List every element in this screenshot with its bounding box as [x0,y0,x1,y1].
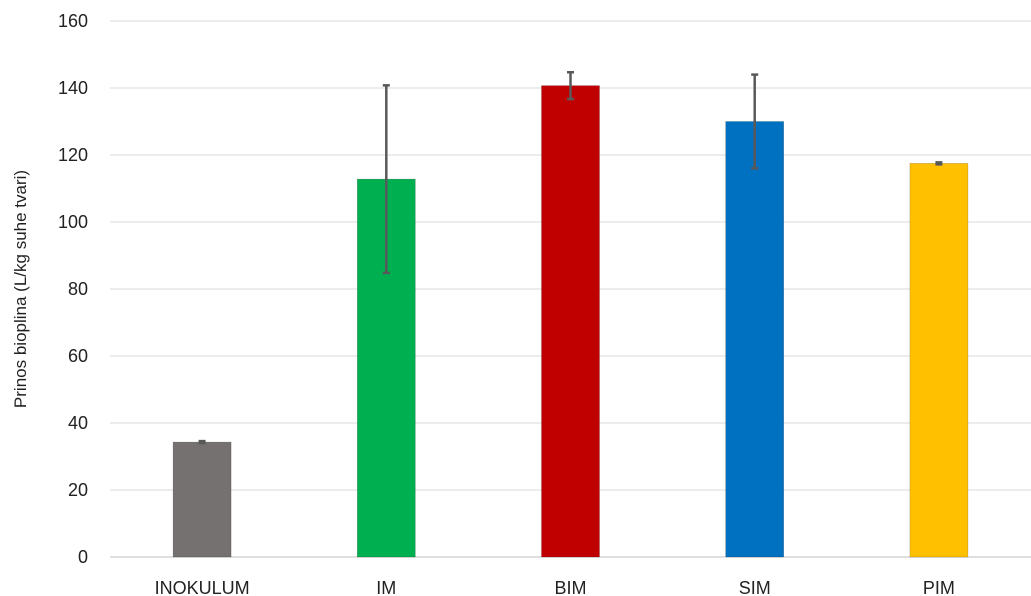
x-axis-categories: INOKULUM IM BIM SIM PIM [155,578,955,596]
bar-sim [725,121,785,558]
y-tick-label: 160 [58,11,88,31]
y-axis-ticks: 0 20 40 60 80 100 120 140 160 [58,11,88,567]
y-tick-label: 100 [58,212,88,232]
x-category-label: IM [376,578,396,596]
y-axis-label: Prinos bioplina (L/kg suhe tvari) [11,170,30,408]
x-category-label: PIM [923,578,955,596]
y-tick-label: 0 [78,547,88,567]
x-category-label: BIM [554,578,586,596]
y-tick-label: 140 [58,78,88,98]
bar-pim [909,163,969,558]
bar-inokulum [172,441,232,558]
y-tick-label: 60 [68,346,88,366]
y-tick-label: 80 [68,279,88,299]
x-category-label: INOKULUM [155,578,250,596]
bars [172,85,969,558]
error-bars [198,71,943,445]
bar-bim [541,85,600,558]
y-tick-label: 120 [58,145,88,165]
y-tick-label: 20 [68,480,88,500]
y-tick-label: 40 [68,413,88,433]
x-category-label: SIM [739,578,771,596]
